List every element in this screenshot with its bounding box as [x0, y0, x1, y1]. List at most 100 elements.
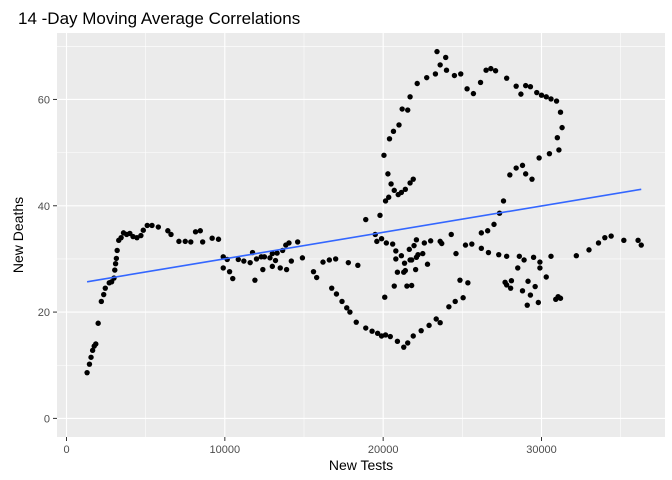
data-point [421, 240, 428, 246]
data-point [404, 283, 410, 289]
data-point [382, 198, 389, 204]
y-axis-title: New Deaths [10, 197, 26, 273]
data-point [286, 240, 292, 246]
data-point [188, 239, 194, 245]
chart-title: 14 -Day Moving Average Correlations [18, 9, 300, 28]
data-point [253, 256, 260, 262]
y-tick-label: 20 [38, 307, 50, 319]
data-point [507, 172, 513, 178]
data-point [418, 327, 424, 334]
data-point [532, 283, 538, 290]
data-point [464, 86, 470, 92]
data-point [269, 250, 276, 257]
data-point [524, 302, 530, 308]
data-point [410, 176, 416, 182]
data-point [407, 180, 413, 186]
data-point [556, 147, 562, 153]
data-point [391, 187, 397, 194]
y-tick-label: 60 [38, 94, 50, 106]
data-point [424, 261, 431, 267]
data-point [197, 228, 203, 234]
data-point [557, 295, 564, 301]
data-point [209, 235, 215, 241]
data-point [382, 332, 389, 338]
data-point [310, 268, 317, 275]
data-point [525, 278, 531, 284]
y-axis: 0 20 40 60 [38, 94, 57, 425]
data-point [437, 62, 443, 68]
x-tick-label: 30000 [526, 444, 557, 456]
data-point [98, 298, 105, 305]
data-point [483, 67, 489, 73]
data-point [432, 71, 439, 77]
data-point [363, 325, 369, 331]
data-point [484, 228, 491, 234]
data-point [453, 250, 459, 257]
data-point [513, 165, 519, 171]
data-point [112, 261, 119, 267]
data-point [382, 294, 388, 300]
data-point [554, 135, 561, 141]
data-point [241, 258, 247, 264]
data-point [272, 257, 279, 264]
data-point [518, 91, 524, 97]
data-point [386, 136, 393, 142]
data-point [260, 266, 266, 273]
data-point [355, 262, 361, 268]
data-point [320, 259, 326, 265]
data-point [519, 162, 526, 169]
data-point [503, 75, 510, 81]
data-point [485, 249, 492, 256]
data-point [530, 254, 537, 261]
data-point [144, 222, 150, 229]
data-point [347, 309, 353, 315]
data-point [522, 82, 529, 89]
data-point [595, 240, 602, 246]
x-tick-label: 0 [63, 444, 69, 456]
data-point [374, 238, 380, 245]
data-point [299, 255, 306, 261]
data-point [527, 292, 534, 298]
data-point [538, 92, 545, 98]
data-point [546, 150, 553, 157]
data-point [95, 320, 101, 326]
data-point [408, 282, 415, 289]
x-tick-label: 20000 [368, 444, 399, 456]
data-point [401, 344, 407, 350]
data-point [548, 253, 554, 259]
data-point [529, 176, 535, 182]
data-point [412, 266, 419, 273]
data-point [508, 278, 515, 284]
data-point [390, 128, 397, 135]
plot-panel [57, 33, 665, 437]
data-point [88, 354, 94, 360]
data-point [192, 229, 199, 235]
data-point [394, 338, 401, 345]
data-point [621, 237, 627, 244]
data-point [451, 72, 458, 79]
data-point [553, 98, 560, 104]
data-point [424, 74, 430, 81]
data-point [112, 267, 118, 273]
data-point [114, 247, 120, 254]
data-point [381, 152, 387, 158]
data-point [118, 234, 124, 241]
data-point [89, 347, 96, 354]
data-point [427, 238, 434, 244]
data-point [543, 274, 549, 280]
data-point [199, 239, 206, 245]
data-point [138, 232, 144, 239]
data-point [155, 224, 162, 230]
data-point [405, 340, 411, 346]
data-point [269, 263, 276, 270]
data-point [420, 250, 426, 257]
data-point [478, 245, 485, 251]
data-point [488, 65, 494, 72]
data-point [182, 238, 188, 245]
data-point [401, 260, 408, 266]
data-point [515, 265, 521, 271]
grid-minor [57, 33, 665, 437]
data-point [394, 269, 401, 275]
data-point [534, 89, 540, 96]
data-point [478, 230, 485, 236]
